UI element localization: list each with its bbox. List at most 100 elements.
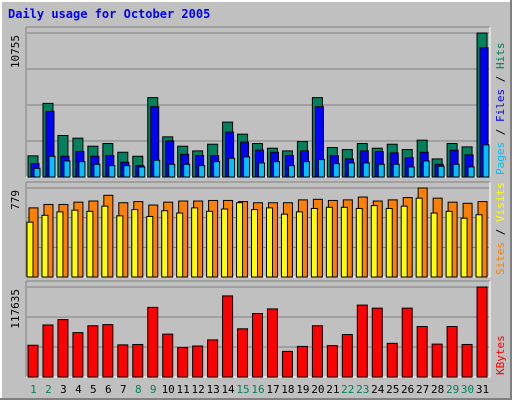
bar-visits-day-30 [460,217,468,278]
bar-kbytes-day-10 [162,333,174,378]
bar-pages-day-23 [362,162,370,178]
bar-kbytes-day-12 [192,345,204,378]
bar-visits-day-12 [191,207,199,278]
panel-visits-sites-legend: Sites / Visits [494,182,507,275]
bar-visits-day-22 [340,206,348,278]
bar-kbytes-day-7 [117,344,129,378]
x-tick-label-day-8: 8 [135,383,142,396]
bar-kbytes-day-28 [431,343,443,378]
panel-hits-files-pages-legend-part-4: Hits [494,43,507,70]
bar-pages-day-31 [482,144,490,178]
panel-visits-sites-legend-part-1: / [494,222,507,242]
x-tick-label-day-20: 20 [311,383,324,396]
x-tick-label-day-14: 14 [221,383,235,396]
panel-hits-files-pages-legend-part-2: Files [494,89,507,122]
panel-hits-files-pages-legend-part-0: Pages [494,142,507,175]
bar-kbytes-day-21 [326,345,338,378]
x-tick-label-day-17: 17 [266,383,279,396]
panel-hits-files-pages-max-label: 10755 [9,35,22,68]
bar-pages-day-13 [213,161,221,178]
bar-pages-day-29 [452,163,460,178]
bar-pages-day-2 [48,155,56,178]
bar-pages-day-12 [198,165,206,178]
x-tick-label-day-19: 19 [296,383,309,396]
bar-visits-day-11 [176,212,184,278]
x-tick-label-day-16: 16 [251,383,264,396]
x-tick-label-day-18: 18 [281,383,294,396]
bar-kbytes-day-18 [281,350,293,378]
bar-kbytes-day-19 [296,345,308,378]
bar-pages-day-22 [347,162,355,178]
bar-kbytes-day-11 [177,347,189,378]
bar-kbytes-day-30 [461,343,473,378]
bar-pages-day-5 [93,163,101,178]
bar-pages-day-16 [258,162,266,178]
bar-pages-day-26 [407,166,415,178]
bar-visits-day-2 [41,214,49,278]
x-tick-label-day-6: 6 [105,383,112,396]
panel-visits-sites-legend-part-2: Visits [494,182,507,222]
bar-visits-day-19 [295,211,303,278]
panel-kbytes-legend-part-0: KBytes [494,335,507,375]
bar-visits-day-4 [71,209,79,278]
bar-visits-day-20 [310,207,318,278]
bar-visits-day-18 [280,213,288,278]
x-tick-label-day-21: 21 [326,383,339,396]
x-tick-label-day-28: 28 [431,383,444,396]
bar-visits-day-29 [445,210,453,278]
bar-visits-day-10 [161,210,169,278]
x-tick-label-day-26: 26 [401,383,414,396]
x-tick-label-day-4: 4 [75,383,82,396]
bar-visits-day-6 [101,205,109,278]
bar-visits-day-5 [86,210,94,278]
x-tick-label-day-29: 29 [446,383,459,396]
bar-kbytes-day-6 [102,324,114,378]
bar-visits-day-21 [325,206,333,278]
bar-kbytes-day-2 [42,324,54,378]
bar-kbytes-day-3 [57,319,69,378]
bar-kbytes-day-20 [311,325,323,378]
bar-pages-day-3 [63,160,71,178]
panel-hits-files-pages-legend-part-3: / [494,69,507,89]
bar-kbytes-day-26 [401,307,413,378]
bar-pages-day-28 [437,165,445,178]
bar-kbytes-day-15 [237,328,249,378]
bar-kbytes-day-5 [87,325,99,378]
bar-kbytes-day-4 [72,332,84,378]
bar-pages-day-1 [33,167,41,178]
bar-pages-day-7 [123,165,131,178]
bar-kbytes-day-23 [356,304,368,378]
bar-visits-day-13 [206,210,214,278]
bar-kbytes-day-31 [476,286,488,378]
bar-pages-day-18 [287,165,295,178]
bar-pages-day-24 [377,163,385,178]
bar-kbytes-day-24 [371,307,383,378]
bar-kbytes-day-17 [266,308,278,378]
bar-visits-day-17 [265,207,273,278]
bar-kbytes-day-9 [147,306,159,378]
bar-visits-day-25 [385,207,393,278]
bar-visits-day-9 [146,215,154,278]
bar-pages-day-21 [332,163,340,178]
bar-pages-day-19 [302,161,310,178]
x-tick-label-day-1: 1 [30,383,37,396]
bar-visits-day-26 [400,205,408,278]
panel-visits-sites-legend-part-0: Sites [494,242,507,275]
bar-pages-day-9 [153,159,161,178]
bar-pages-day-30 [467,166,475,178]
panel-hits-files-pages-legend: Pages / Files / Hits [494,43,507,176]
bar-kbytes-day-29 [446,326,458,378]
bar-pages-day-11 [183,163,191,178]
bar-pages-day-15 [243,156,251,178]
bar-pages-day-14 [228,157,236,178]
x-tick-label-day-13: 13 [206,383,219,396]
bar-pages-day-8 [138,166,146,178]
bar-visits-day-3 [56,211,64,278]
x-tick-label-day-10: 10 [162,383,175,396]
x-tick-label-day-9: 9 [150,383,157,396]
bar-kbytes-day-8 [132,343,144,378]
bar-pages-day-25 [392,163,400,178]
bar-pages-day-17 [272,161,280,178]
